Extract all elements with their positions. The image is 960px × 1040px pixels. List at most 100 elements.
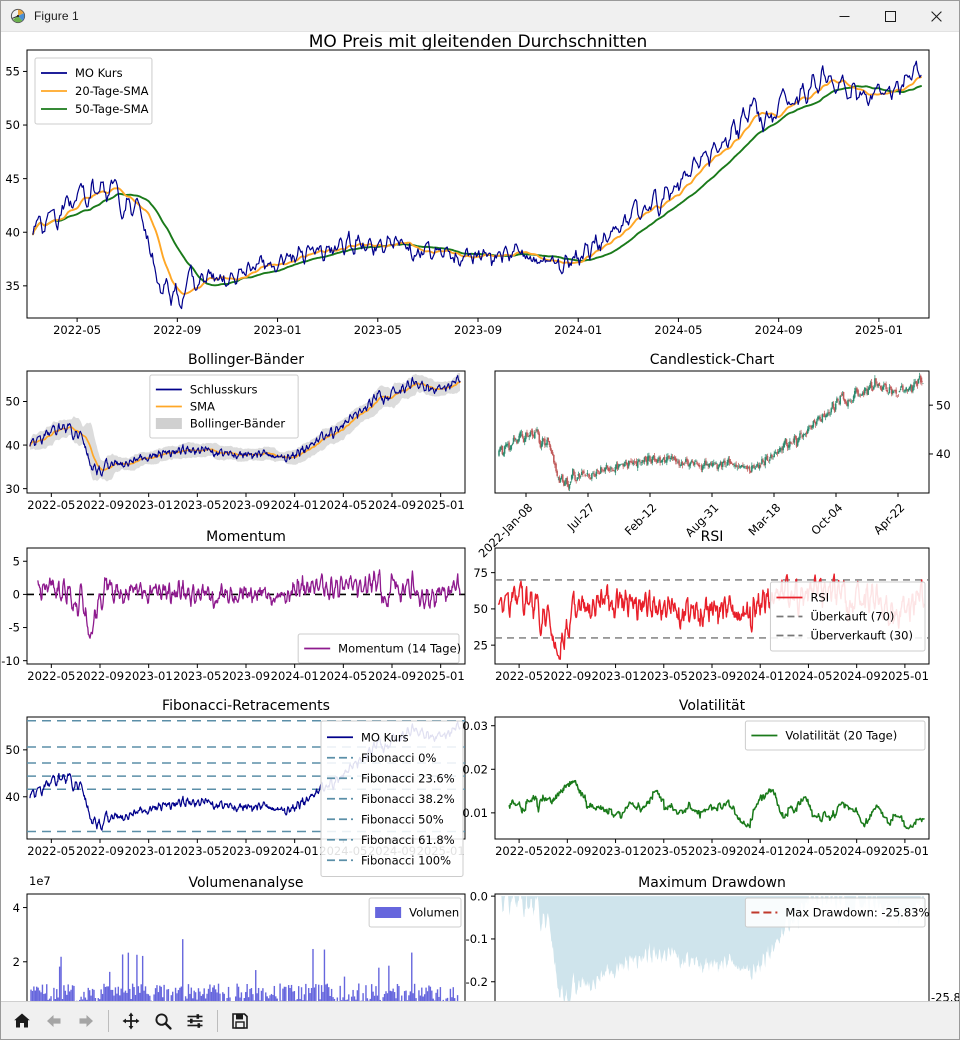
svg-text:2023-01: 2023-01 xyxy=(125,669,173,683)
svg-text:0.02: 0.02 xyxy=(462,762,488,776)
svg-text:2: 2 xyxy=(13,955,20,969)
svg-text:2024-05: 2024-05 xyxy=(784,844,832,858)
matplotlib-figure[interactable]: MO Preis mit gleitenden Durchschnitten 35… xyxy=(1,32,959,1001)
svg-text:Fibonacci 50%: Fibonacci 50% xyxy=(361,812,444,826)
svg-text:4: 4 xyxy=(13,901,20,915)
svg-text:2023-09: 2023-09 xyxy=(222,844,270,858)
max-drawdown-annotation: -25.83% xyxy=(931,991,959,1001)
svg-text:2022-05: 2022-05 xyxy=(27,669,75,683)
svg-text:2023-01: 2023-01 xyxy=(592,669,640,683)
matplotlib-icon xyxy=(10,8,26,24)
svg-text:0: 0 xyxy=(13,588,20,602)
svg-text:RSI: RSI xyxy=(810,591,829,605)
svg-text:Volumenanalyse: Volumenanalyse xyxy=(188,875,303,891)
svg-text:Candlestick-Chart: Candlestick-Chart xyxy=(650,352,775,368)
svg-text:2022-09: 2022-09 xyxy=(153,323,201,337)
chart-price-moving-averages: MO Preis mit gleitenden Durchschnitten 35… xyxy=(5,32,930,337)
svg-text:Fibonacci 23.6%: Fibonacci 23.6% xyxy=(361,771,455,785)
svg-text:20-Tage-SMA: 20-Tage-SMA xyxy=(75,84,149,98)
home-button[interactable] xyxy=(7,1006,37,1036)
svg-text:50: 50 xyxy=(473,602,488,616)
svg-text:Überkauft (70): Überkauft (70) xyxy=(810,608,894,624)
chart-fibonacci-retracements: Fibonacci-Retracements 40 50 2022-05 2022-09… xyxy=(5,698,466,877)
svg-text:Max Drawdown: -25.83%: Max Drawdown: -25.83% xyxy=(785,906,929,920)
svg-text:Schlusskurs: Schlusskurs xyxy=(190,383,258,397)
forward-button[interactable] xyxy=(71,1006,101,1036)
svg-text:40: 40 xyxy=(5,438,20,452)
drawdown-area xyxy=(498,896,924,1001)
svg-text:2023-05: 2023-05 xyxy=(173,669,221,683)
svg-text:Maximum Drawdown: Maximum Drawdown xyxy=(638,875,786,891)
svg-text:0.01: 0.01 xyxy=(462,806,488,820)
svg-text:2023-05: 2023-05 xyxy=(640,669,688,683)
save-button[interactable] xyxy=(225,1006,255,1036)
svg-text:0.03: 0.03 xyxy=(462,719,488,733)
svg-text:50-Tage-SMA: 50-Tage-SMA xyxy=(75,102,149,116)
svg-text:Fibonacci 0%: Fibonacci 0% xyxy=(361,751,436,765)
svg-text:2024-05: 2024-05 xyxy=(319,669,367,683)
svg-text:2024-05: 2024-05 xyxy=(784,669,832,683)
svg-text:2024-09: 2024-09 xyxy=(368,669,416,683)
toolbar-separator-2 xyxy=(217,1009,218,1032)
svg-text:2022-05: 2022-05 xyxy=(27,844,75,858)
svg-text:50: 50 xyxy=(5,118,20,132)
volume-exponent-label: 1e7 xyxy=(29,874,51,888)
svg-text:2022-09: 2022-09 xyxy=(543,669,591,683)
svg-text:2023-01: 2023-01 xyxy=(125,498,173,512)
svg-text:2024-09: 2024-09 xyxy=(833,844,881,858)
svg-text:0.0: 0.0 xyxy=(470,889,488,903)
svg-text:Volumen: Volumen xyxy=(409,906,459,920)
svg-text:Jul-27: Jul-27 xyxy=(564,501,598,535)
svg-text:45: 45 xyxy=(5,172,20,186)
svg-text:2023-09: 2023-09 xyxy=(688,844,736,858)
svg-text:55: 55 xyxy=(5,65,20,79)
svg-text:2022-09: 2022-09 xyxy=(76,844,124,858)
configure-subplots-button[interactable] xyxy=(180,1006,210,1036)
svg-text:50: 50 xyxy=(5,743,20,757)
svg-text:Fibonacci-Retracements: Fibonacci-Retracements xyxy=(162,698,330,714)
chart-title-price: MO Preis mit gleitenden Durchschnitten xyxy=(309,32,647,52)
svg-text:2024-01: 2024-01 xyxy=(271,498,319,512)
svg-text:Oct-04: Oct-04 xyxy=(808,501,845,538)
svg-text:2024-01: 2024-01 xyxy=(271,844,319,858)
svg-text:2024-01: 2024-01 xyxy=(736,669,784,683)
svg-text:2022-05: 2022-05 xyxy=(495,844,543,858)
minimize-button[interactable] xyxy=(821,1,867,32)
chart-volume: Volumenanalyse1e70242022-052022-092023-0… xyxy=(13,874,466,1001)
svg-text:2022-05: 2022-05 xyxy=(27,498,75,512)
svg-text:MO Kurs: MO Kurs xyxy=(75,66,123,80)
back-button[interactable] xyxy=(39,1006,69,1036)
navigation-toolbar[interactable] xyxy=(1,1001,959,1039)
svg-text:40: 40 xyxy=(936,447,951,461)
svg-text:2022-05: 2022-05 xyxy=(495,669,543,683)
svg-text:2023-09: 2023-09 xyxy=(454,323,502,337)
svg-text:2023-01: 2023-01 xyxy=(592,844,640,858)
svg-text:-5: -5 xyxy=(9,621,20,635)
svg-text:MO Kurs: MO Kurs xyxy=(361,730,409,744)
svg-text:Fibonacci 61.8%: Fibonacci 61.8% xyxy=(361,833,455,847)
svg-text:25: 25 xyxy=(473,638,488,652)
svg-text:2025-01: 2025-01 xyxy=(417,669,465,683)
close-button[interactable] xyxy=(913,1,959,32)
figure-canvas[interactable]: MO Preis mit gleitenden Durchschnitten 35… xyxy=(1,32,959,1001)
svg-text:Volatilität: Volatilität xyxy=(679,698,746,714)
svg-text:2023-09: 2023-09 xyxy=(222,669,270,683)
svg-text:2023-09: 2023-09 xyxy=(222,498,270,512)
svg-text:2025-01: 2025-01 xyxy=(881,669,929,683)
svg-text:2024-01: 2024-01 xyxy=(554,323,602,337)
pan-button[interactable] xyxy=(116,1006,146,1036)
svg-text:2025-01: 2025-01 xyxy=(417,498,465,512)
svg-text:2024-05: 2024-05 xyxy=(319,498,367,512)
svg-text:SMA: SMA xyxy=(190,400,215,414)
svg-text:Apr-22: Apr-22 xyxy=(871,501,908,538)
svg-text:Volatilität (20 Tage): Volatilität (20 Tage) xyxy=(785,729,897,743)
svg-text:Momentum: Momentum xyxy=(206,529,286,545)
svg-text:2024-05: 2024-05 xyxy=(654,323,702,337)
svg-text:50: 50 xyxy=(936,398,951,412)
zoom-button[interactable] xyxy=(148,1006,178,1036)
svg-text:Fibonacci 38.2%: Fibonacci 38.2% xyxy=(361,792,455,806)
svg-text:Momentum (14 Tage): Momentum (14 Tage) xyxy=(338,642,461,656)
maximize-button[interactable] xyxy=(867,1,913,32)
